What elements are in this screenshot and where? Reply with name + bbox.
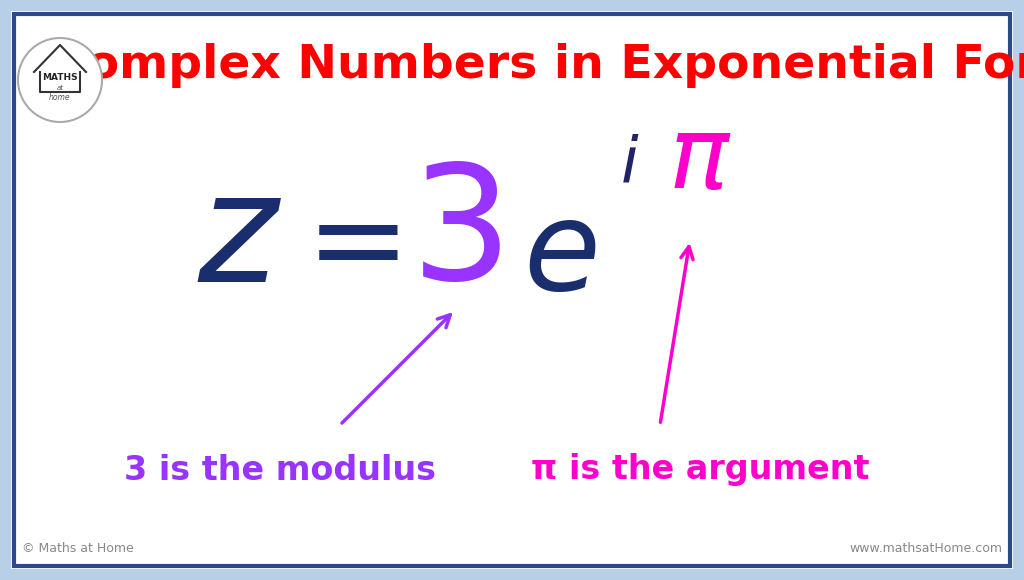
Text: $e$: $e$ [523,194,597,316]
Text: $3$: $3$ [410,158,501,313]
Text: © Maths at Home: © Maths at Home [22,542,134,554]
Text: home: home [49,93,71,103]
Text: $\pi$: $\pi$ [669,114,732,211]
Text: www.mathsatHome.com: www.mathsatHome.com [849,542,1002,554]
Text: 3 is the modulus: 3 is the modulus [124,454,436,487]
Text: $z$: $z$ [198,165,283,314]
Text: $i$: $i$ [621,134,640,196]
Text: Complex Numbers in Exponential Form: Complex Numbers in Exponential Form [52,42,1024,88]
Text: at: at [56,85,63,91]
Text: MATHS: MATHS [42,74,78,82]
Text: π is the argument: π is the argument [530,454,869,487]
Text: $=$: $=$ [281,184,399,306]
Circle shape [18,38,102,122]
